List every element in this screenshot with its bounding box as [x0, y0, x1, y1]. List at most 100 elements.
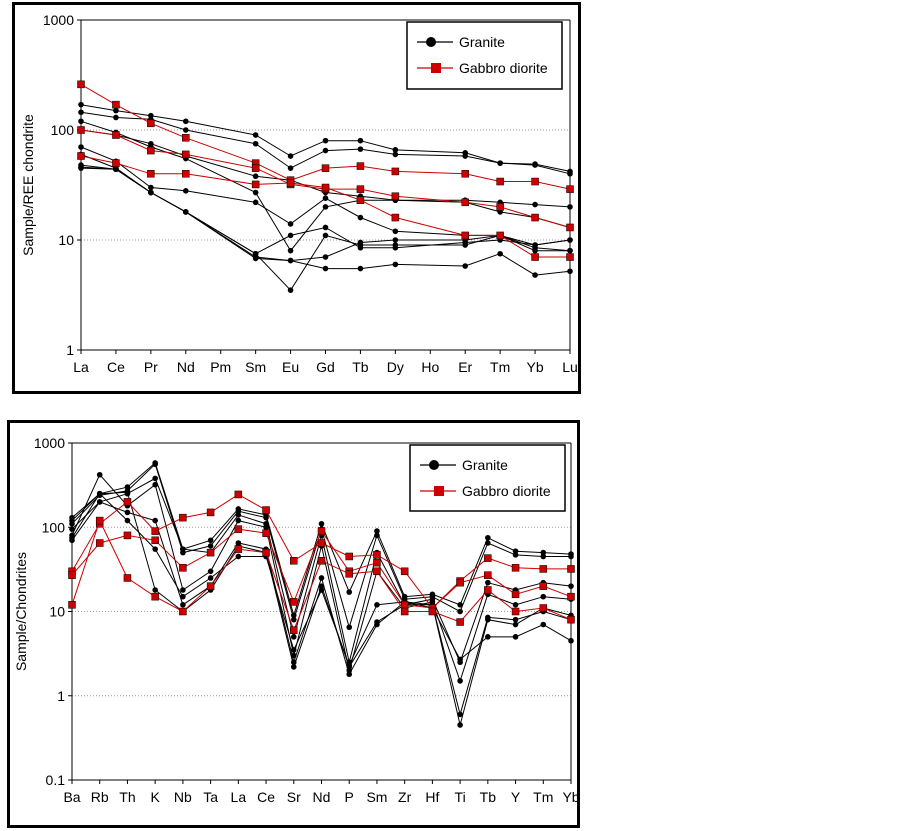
- y-tick-label: 1000: [43, 12, 74, 28]
- rare-earth-chart: 1 10 100 1000 La Ce Pr Nd Pm Sm Eu Gd Tb Dy Ho Er Tm Yb Lu…: [20, 12, 578, 375]
- x-tick-label: Y: [511, 789, 521, 805]
- granite-point: [180, 546, 186, 552]
- gabbro-point: [147, 146, 155, 155]
- granite-point: [322, 137, 329, 144]
- gabbro-point: [373, 567, 381, 576]
- granite-point: [287, 287, 294, 293]
- granite-point: [287, 165, 294, 171]
- gabbro-point: [321, 164, 330, 172]
- gabbro-point: [345, 552, 353, 561]
- granite-point: [235, 553, 242, 560]
- gabbro-point: [567, 615, 575, 624]
- y-tick-label: 10: [49, 604, 65, 620]
- gabbro-point: [539, 565, 548, 573]
- granite-point: [392, 147, 399, 153]
- gabbro-point: [151, 536, 159, 545]
- gabbro-point: [456, 618, 464, 626]
- granite-point: [235, 517, 242, 524]
- legend-label-granite: Granite: [462, 457, 508, 473]
- granite-point: [357, 244, 364, 251]
- x-tick-label: Tb: [480, 789, 497, 805]
- granite-point: [357, 146, 364, 152]
- granite-point: [357, 239, 364, 246]
- x-tick-label: Dy: [387, 359, 404, 375]
- y-tick-label: 0.1: [46, 772, 66, 788]
- gabbro-point: [179, 607, 187, 616]
- y-tick-label: 1000: [34, 435, 65, 451]
- x-tick-label: Tm: [533, 789, 553, 805]
- gabbro-point: [317, 539, 326, 547]
- granite-point: [457, 602, 463, 608]
- granite-point: [287, 232, 294, 239]
- gabbro-point: [461, 170, 469, 178]
- granite-point: [78, 164, 84, 170]
- granite-point: [457, 678, 463, 684]
- granite-point: [78, 144, 84, 150]
- gabbro-point: [123, 574, 132, 582]
- gabbro-point: [400, 567, 409, 576]
- gabbro-point: [496, 177, 504, 186]
- granite-point: [512, 634, 519, 640]
- gabbro-point: [496, 203, 504, 211]
- granite-point: [346, 589, 353, 595]
- gabbro-point: [566, 253, 574, 261]
- gabbro-point: [461, 198, 469, 207]
- y-tick-label: 1: [57, 688, 65, 704]
- granite-point: [322, 195, 329, 201]
- gabbro-point: [262, 506, 270, 514]
- granite-point: [290, 616, 297, 623]
- gabbro-point: [68, 571, 76, 579]
- granite-point: [512, 616, 519, 623]
- granite-point: [124, 509, 131, 516]
- gabbro-point: [321, 183, 330, 192]
- x-tick-label: Sr: [287, 789, 301, 805]
- granite-point: [96, 471, 103, 478]
- x-tick-label: Tb: [352, 359, 369, 375]
- granite-point: [346, 662, 353, 669]
- granite-point: [252, 140, 259, 147]
- legend-label-gabbro: Gabbro diorite: [459, 60, 548, 76]
- x-tick-label: Eu: [282, 359, 299, 375]
- x-tick-label: Nb: [174, 789, 192, 805]
- gabbro-point: [484, 571, 492, 579]
- granite-point: [318, 520, 325, 527]
- x-tick-label: Zr: [398, 789, 412, 805]
- granite-point: [485, 540, 491, 546]
- gabbro-point: [317, 527, 326, 535]
- granite-point: [374, 532, 380, 539]
- gabbro-point: [290, 557, 298, 565]
- gabbro-point: [531, 177, 539, 186]
- granite-point: [263, 524, 269, 531]
- granite-point: [457, 711, 463, 718]
- granite-point: [235, 512, 242, 518]
- gabbro-point: [234, 545, 243, 553]
- x-tick-label: Ti: [455, 789, 466, 805]
- gabbro-point: [262, 529, 270, 537]
- gabbro-point: [112, 131, 120, 139]
- granite-point: [374, 602, 380, 608]
- granite-point: [182, 118, 189, 125]
- granite-point: [252, 173, 259, 180]
- granite-point: [252, 254, 259, 260]
- gabbro-point: [182, 150, 190, 159]
- legend-marker-gabbro: [431, 63, 441, 73]
- granite-point: [322, 147, 329, 154]
- granite-point: [252, 132, 259, 138]
- gabbro-point: [391, 213, 400, 222]
- granite-point: [567, 268, 573, 275]
- x-tick-label: La: [231, 789, 247, 805]
- granite-point: [462, 239, 469, 246]
- granite-point: [374, 619, 380, 625]
- granite-point: [152, 481, 158, 488]
- gabbro-point: [566, 185, 574, 193]
- granite-point: [357, 137, 364, 144]
- granite-point: [322, 224, 329, 231]
- granite-point: [96, 499, 103, 505]
- y-axis-label: Sample/REE chondrite: [20, 114, 36, 256]
- granite-point: [290, 664, 297, 670]
- granite-point: [180, 593, 186, 600]
- gabbro-point: [182, 134, 190, 142]
- gabbro-point: [539, 604, 548, 612]
- gabbro-point: [391, 192, 400, 200]
- trace-element-chart: 0.1 1 10 100 1000 Ba Rb Th K Nb Ta La Ce Sr Nd P Sm Zr Hf T…: [13, 435, 577, 805]
